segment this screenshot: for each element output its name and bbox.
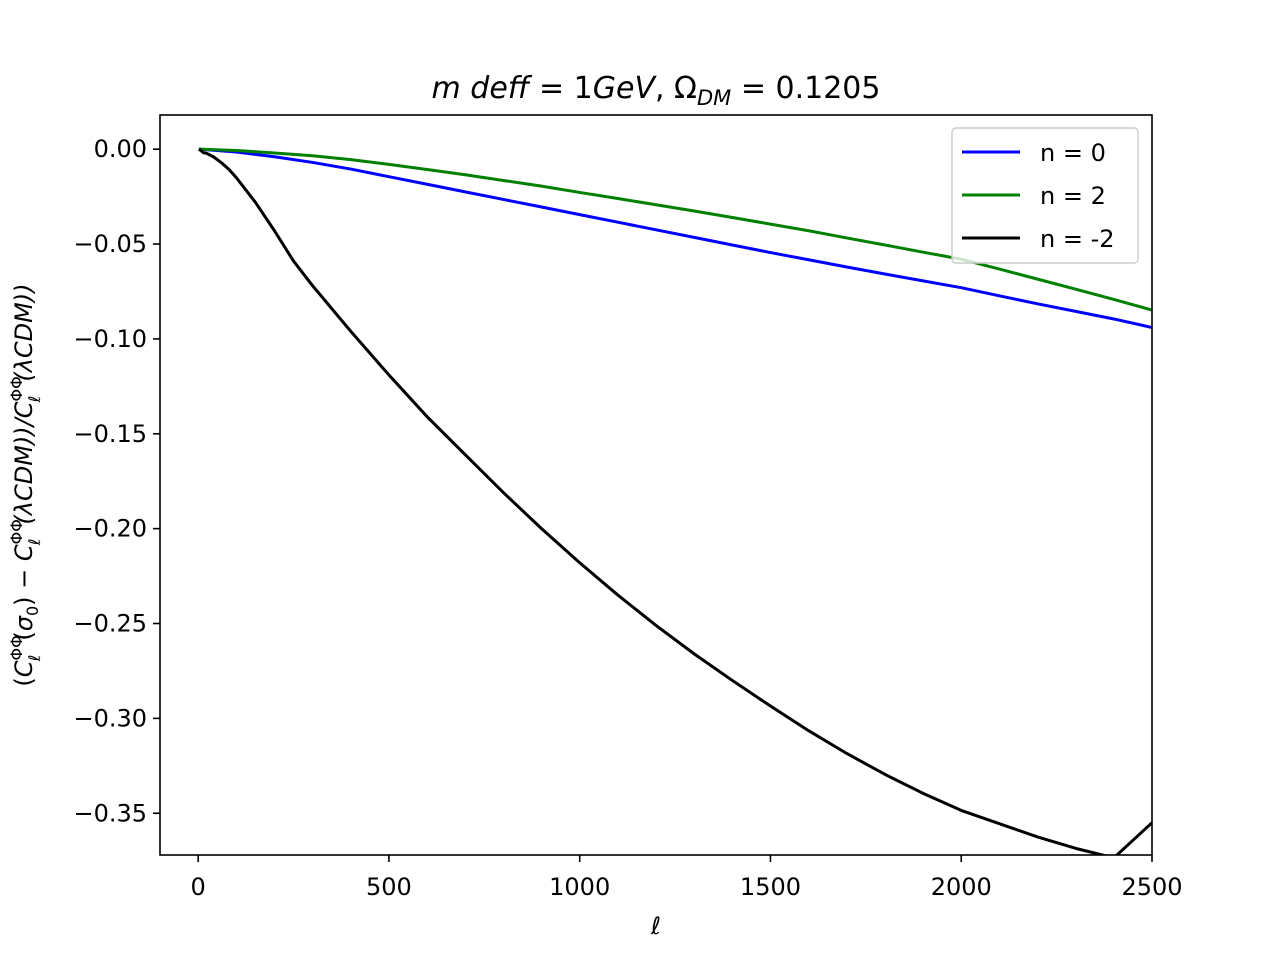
x-tick-label: 2000	[931, 873, 992, 901]
x-ticks: 0 500 1000 1500 2000 2500	[191, 855, 1183, 901]
series-line-2	[198, 147, 1152, 855]
x-tick-label: 0	[191, 873, 206, 901]
y-tick-label: −0.25	[73, 610, 147, 638]
series-line-1	[198, 147, 1152, 312]
y-axis-label: (CΦΦℓ(σ0) − CΦΦℓ(λCDM))/CΦΦℓ(λCDM))	[7, 283, 44, 686]
legend-label-1: n = 2	[1040, 182, 1106, 210]
y-tick-label: −0.15	[73, 420, 147, 448]
y-tick-label: −0.05	[73, 230, 147, 258]
y-tick-label: −0.20	[73, 515, 147, 543]
x-tick-label: 1500	[740, 873, 801, 901]
y-tick-label: −0.10	[73, 325, 147, 353]
y-tick-label: 0.00	[94, 135, 147, 163]
x-tick-label: 1000	[549, 873, 610, 901]
y-tick-label: −0.35	[73, 799, 147, 827]
chart-title: m deff = 1GeV, ΩDM = 0.1205	[432, 71, 881, 110]
series-layer	[198, 147, 1152, 855]
x-axis-label: ℓ	[650, 912, 661, 940]
y-tick-label: −0.30	[73, 704, 147, 732]
plot-frame	[159, 114, 1153, 856]
legend: n = 0 n = 2 n = -2	[951, 127, 1139, 264]
x-tick-label: 500	[366, 873, 412, 901]
legend-label-0: n = 0	[1040, 139, 1106, 167]
legend-label-2: n = -2	[1040, 225, 1115, 253]
x-tick-label: 2500	[1121, 873, 1182, 901]
y-ticks: 0.00 −0.05 −0.10 −0.15 −0.20 −0.25 −0.30 −0.35	[73, 135, 160, 827]
legend-box	[951, 127, 1139, 264]
series-line-0	[198, 147, 1152, 329]
